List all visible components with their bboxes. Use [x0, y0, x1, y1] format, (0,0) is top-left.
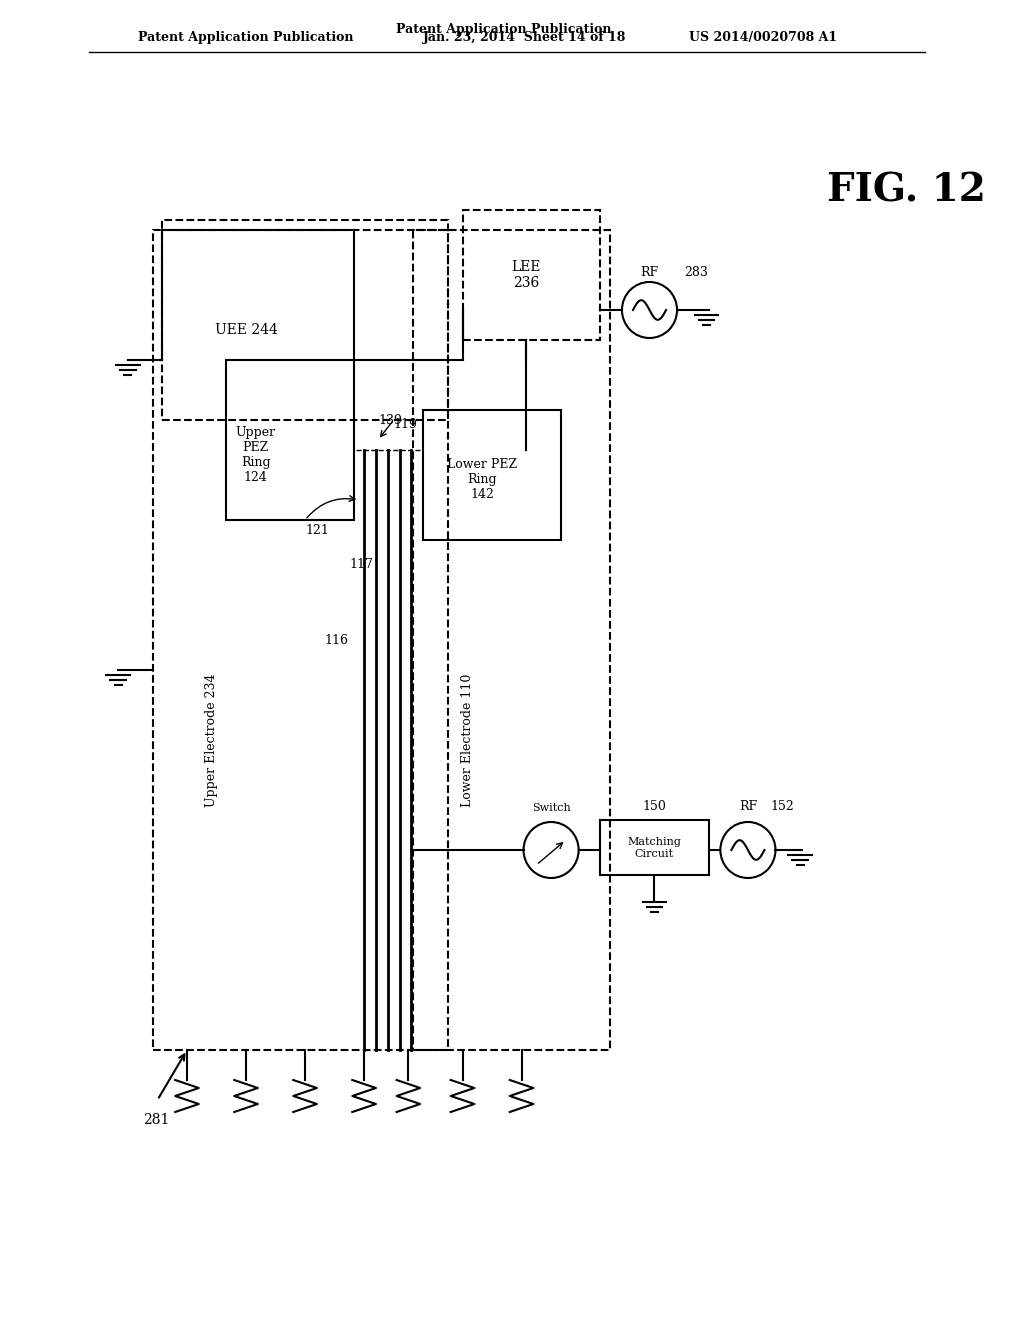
Text: 150: 150	[642, 800, 667, 813]
Text: Matching
Circuit: Matching Circuit	[628, 837, 681, 859]
Text: Lower Electrode 110: Lower Electrode 110	[461, 673, 474, 807]
Text: US 2014/0020708 A1: US 2014/0020708 A1	[689, 30, 837, 44]
Text: LEE
236: LEE 236	[512, 260, 542, 290]
Text: Switch: Switch	[531, 803, 570, 813]
Text: Upper Electrode 234: Upper Electrode 234	[205, 673, 218, 807]
Text: 117: 117	[349, 558, 373, 572]
Bar	[423, 411, 561, 540]
Text: 139: 139	[379, 413, 402, 426]
Text: FIG. 12: FIG. 12	[826, 172, 985, 209]
Text: 283: 283	[684, 267, 708, 280]
Text: Patent Application Publication: Patent Application Publication	[138, 30, 353, 44]
Text: 121: 121	[305, 524, 329, 536]
Bar	[163, 220, 447, 420]
Text: Upper
PEZ
Ring
124: Upper PEZ Ring 124	[236, 426, 275, 484]
Circle shape	[622, 282, 677, 338]
Circle shape	[720, 822, 775, 878]
Bar	[414, 230, 610, 1049]
Text: RF: RF	[739, 800, 757, 813]
Text: UEE 244: UEE 244	[215, 323, 278, 337]
Text: 152: 152	[770, 800, 795, 813]
Text: Lower PEZ
Ring
142: Lower PEZ Ring 142	[447, 458, 517, 502]
Text: Patent Application Publication: Patent Application Publication	[396, 24, 611, 37]
Text: RF: RF	[640, 267, 658, 280]
Text: Jan. 23, 2014  Sheet 14 of 18: Jan. 23, 2014 Sheet 14 of 18	[423, 30, 627, 44]
Bar	[226, 360, 354, 520]
Bar	[600, 820, 709, 875]
Text: 281: 281	[142, 1113, 169, 1127]
Bar	[153, 230, 447, 1049]
Text: 116: 116	[325, 634, 349, 647]
Circle shape	[523, 822, 579, 878]
Text: 119: 119	[393, 418, 418, 432]
Bar	[463, 210, 600, 341]
